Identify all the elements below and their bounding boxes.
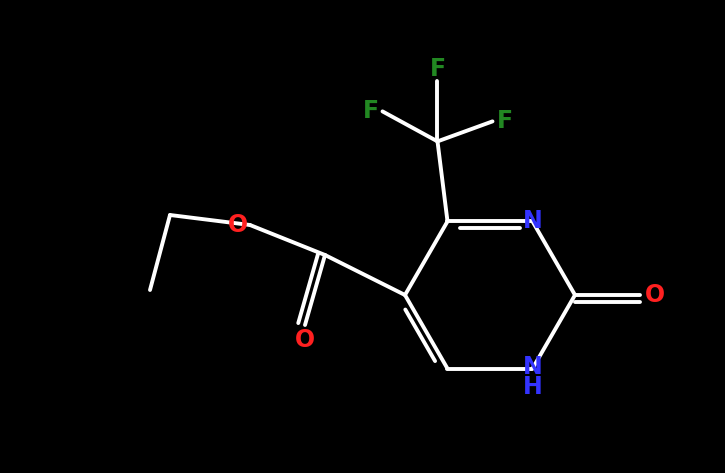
Text: O: O <box>228 213 248 237</box>
Text: O: O <box>295 328 315 352</box>
Text: F: F <box>362 99 378 123</box>
Text: O: O <box>645 283 665 307</box>
Text: H: H <box>523 375 542 399</box>
Text: N: N <box>523 210 542 233</box>
Text: N: N <box>523 355 542 378</box>
Text: F: F <box>429 57 446 81</box>
Text: F: F <box>497 109 513 133</box>
